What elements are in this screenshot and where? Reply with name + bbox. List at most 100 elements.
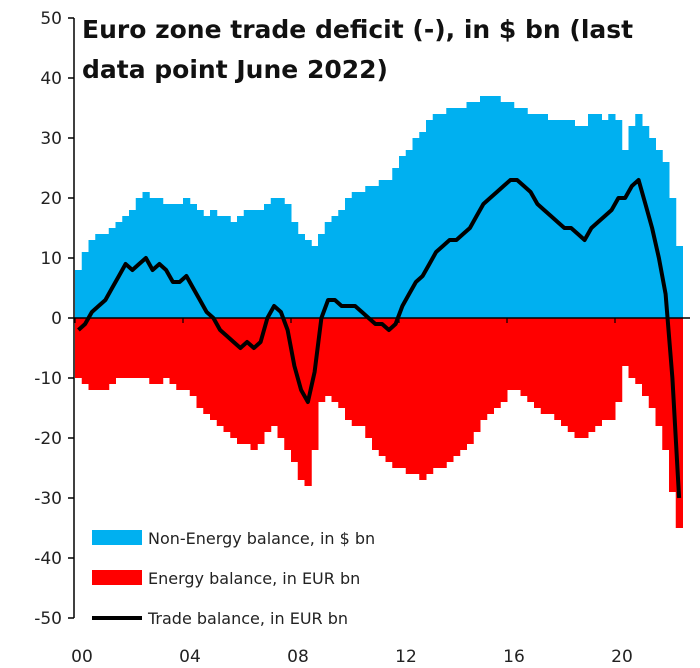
non-energy-bar (243, 210, 251, 318)
energy-bar (237, 318, 245, 444)
non-energy-bar (169, 204, 177, 318)
energy-bar (345, 318, 353, 420)
energy-bar (142, 318, 150, 378)
energy-bar (432, 318, 440, 468)
non-energy-bar (540, 114, 548, 318)
energy-bar (520, 318, 528, 396)
energy-bar (230, 318, 238, 438)
non-energy-bar (426, 120, 434, 318)
energy-bar (223, 318, 231, 432)
non-energy-bar (351, 192, 359, 318)
non-energy-bar (250, 210, 258, 318)
non-energy-bar (324, 222, 332, 318)
y-tick-label: 10 (40, 249, 62, 269)
non-energy-bar (257, 210, 265, 318)
non-energy-bar (75, 270, 83, 318)
non-energy-bar (608, 114, 616, 318)
energy-bar (291, 318, 299, 462)
x-tick-label: 12 (395, 647, 417, 667)
energy-bar (365, 318, 373, 438)
energy-bar (75, 318, 83, 378)
y-tick-label: -40 (34, 549, 62, 569)
non-energy-bar (311, 246, 319, 318)
legend-background (88, 520, 448, 620)
non-energy-bar (203, 216, 211, 318)
energy-bar (581, 318, 589, 438)
energy-bar (257, 318, 265, 444)
legend: Non-Energy balance, in $ bn Energy balan… (88, 520, 448, 628)
non-energy-bar (669, 198, 677, 318)
non-energy-bar (129, 210, 137, 318)
energy-bar (567, 318, 575, 432)
non-energy-bar (419, 132, 427, 318)
energy-bar (588, 318, 596, 432)
legend-swatch-energy (92, 570, 142, 585)
energy-bar (250, 318, 258, 450)
energy-bar (324, 318, 332, 396)
non-energy-bar (466, 102, 474, 318)
legend-label-non-energy: Non-Energy balance, in $ bn (148, 529, 375, 548)
energy-bar (169, 318, 177, 384)
energy-bar (466, 318, 474, 444)
non-energy-bar (277, 198, 285, 318)
non-energy-bar (318, 234, 326, 318)
non-energy-bar (142, 192, 150, 318)
energy-bar (453, 318, 461, 456)
non-energy-bar (331, 216, 339, 318)
energy-bar (662, 318, 670, 450)
non-energy-bar (270, 198, 278, 318)
non-energy-bar (365, 186, 373, 318)
energy-bar (459, 318, 467, 450)
non-energy-bar (196, 210, 204, 318)
energy-bar (264, 318, 272, 432)
energy-bar (439, 318, 447, 468)
energy-bar (493, 318, 501, 408)
non-energy-bar (176, 204, 184, 318)
non-energy-bar (210, 210, 218, 318)
non-energy-bar (635, 114, 643, 318)
y-tick-label: -30 (34, 489, 62, 509)
energy-bar (426, 318, 434, 474)
non-energy-bar (95, 234, 103, 318)
energy-bar (203, 318, 211, 414)
energy-bar (183, 318, 191, 390)
non-energy-bar (453, 108, 461, 318)
non-energy-bar (102, 234, 110, 318)
y-tick-label: 30 (40, 129, 62, 149)
non-energy-bar (399, 156, 407, 318)
non-energy-bar (223, 216, 231, 318)
y-tick-label: -20 (34, 429, 62, 449)
y-tick-label: -50 (34, 609, 62, 629)
non-energy-bar (264, 204, 272, 318)
non-energy-bar (601, 120, 609, 318)
non-energy-bar (162, 204, 170, 318)
energy-bar (129, 318, 137, 378)
x-tick-label: 20 (611, 647, 633, 667)
y-tick-label: 0 (51, 309, 62, 329)
x-ticks: 00 04 08 12 16 20 (71, 647, 633, 667)
energy-bar (547, 318, 555, 414)
energy-bar (311, 318, 319, 450)
energy-bar (149, 318, 157, 384)
y-ticks: 50 40 30 20 10 0 -10 -20 -30 -40 -50 (34, 9, 74, 629)
non-energy-bar (615, 120, 623, 318)
energy-bar (122, 318, 130, 378)
non-energy-bar (554, 120, 562, 318)
energy-bar (615, 318, 623, 402)
non-energy-bar (594, 114, 602, 318)
non-energy-bar (88, 240, 96, 318)
non-energy-bar (534, 114, 542, 318)
energy-bar (486, 318, 494, 414)
energy-bar (635, 318, 643, 384)
energy-bar (378, 318, 386, 456)
non-energy-bar (230, 222, 238, 318)
energy-bar (318, 318, 326, 402)
non-energy-bar (284, 204, 292, 318)
energy-bar (594, 318, 602, 426)
energy-bar (412, 318, 420, 474)
y-tick-label: -10 (34, 369, 62, 389)
non-energy-bar (513, 108, 521, 318)
non-energy-bar (662, 162, 670, 318)
non-energy-bar (237, 216, 245, 318)
non-energy-bar (385, 180, 393, 318)
